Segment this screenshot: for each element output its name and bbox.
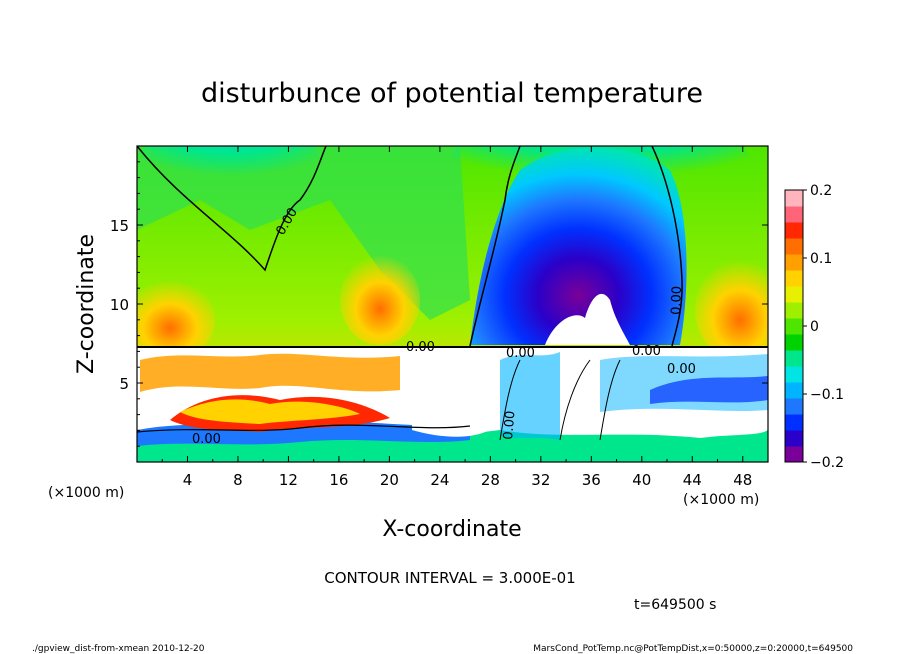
x-unit-left: (×1000 m) bbox=[48, 485, 124, 501]
footer-right: MarsCond_PotTemp.nc@PotTempDist,x=0:5000… bbox=[533, 644, 853, 654]
x-tick-label: 12 bbox=[279, 471, 298, 489]
colorbar-segment bbox=[785, 254, 803, 271]
colorbar-tick-label: 0.2 bbox=[810, 183, 832, 199]
zero-contour-5 bbox=[499, 359, 521, 441]
lower-yellow-patch bbox=[180, 399, 360, 424]
x-tick-label: 4 bbox=[183, 471, 193, 489]
x-tick-label: 16 bbox=[329, 471, 348, 489]
zero-contour-7 bbox=[599, 359, 621, 441]
zero-contour-2 bbox=[469, 146, 521, 347]
colorbar-segment bbox=[785, 302, 803, 319]
x-tick-label: 40 bbox=[632, 471, 651, 489]
x-tick-label: 48 bbox=[733, 471, 752, 489]
colorbar-segment bbox=[785, 398, 803, 415]
contour-label-7: 0.00 bbox=[192, 432, 221, 447]
y-tick-label: 10 bbox=[110, 296, 129, 314]
cyan-region-left bbox=[140, 146, 320, 200]
colorbar-segment bbox=[785, 318, 803, 335]
contour-label-4: 0.00 bbox=[632, 344, 661, 359]
zero-contour-6 bbox=[559, 359, 591, 441]
lower-orange-strip bbox=[140, 353, 400, 392]
colorbar-tick-label: −0.2 bbox=[810, 455, 844, 471]
colorbar-tick-label: 0.1 bbox=[810, 251, 832, 267]
y-tick-label: 5 bbox=[119, 375, 129, 393]
colorbar-tick-label: 0 bbox=[810, 319, 819, 335]
colorbar-segment bbox=[785, 446, 803, 463]
zero-contour-1 bbox=[137, 146, 327, 272]
x-tick-label: 32 bbox=[531, 471, 550, 489]
zero-contour-4 bbox=[137, 424, 471, 433]
colorbar-segment bbox=[785, 334, 803, 351]
x-tick-label: 28 bbox=[481, 471, 500, 489]
colorbar-segment bbox=[785, 238, 803, 255]
contour-label-6: 0.00 bbox=[669, 286, 685, 315]
warm-blob-2 bbox=[695, 260, 768, 360]
colorbar-segment bbox=[785, 222, 803, 239]
colorbar-segment bbox=[785, 350, 803, 367]
x-tick-label: 44 bbox=[683, 471, 702, 489]
cold-dome-core bbox=[545, 293, 630, 345]
warm-blob-1 bbox=[340, 255, 420, 345]
colorbar-segment bbox=[785, 206, 803, 223]
colorbar-ticks: 0.2 0.1 0 −0.1 −0.2 bbox=[803, 183, 844, 471]
lower-blue-right bbox=[650, 376, 768, 404]
x-unit-right: (×1000 m) bbox=[683, 492, 759, 508]
cold-dome bbox=[470, 147, 687, 345]
contour-label-8: 0.00 bbox=[501, 410, 518, 440]
contour-label-3: 0.00 bbox=[506, 346, 535, 361]
time-stamp: t=649500 s bbox=[634, 597, 716, 613]
zero-contour-3 bbox=[651, 146, 683, 347]
contour-labels: 0.00 0.00 0.00 0.00 0.00 0.00 0.00 0.00 bbox=[192, 205, 696, 447]
y-axis: 5 10 15 bbox=[110, 161, 768, 447]
x-tick-label: 36 bbox=[582, 471, 601, 489]
x-tick-label: 24 bbox=[430, 471, 449, 489]
heatmap-field bbox=[137, 146, 768, 462]
y-tick-label: 15 bbox=[110, 217, 129, 235]
colorbar-segment bbox=[785, 190, 803, 207]
x-axis: 4 8 12 16 20 24 28 32 36 40 44 48 bbox=[161, 146, 752, 489]
colorbar-segment bbox=[785, 286, 803, 303]
colorbar-segment bbox=[785, 414, 803, 431]
x-tick-label: 8 bbox=[233, 471, 243, 489]
lower-cyan-column bbox=[500, 352, 560, 440]
chart-title: disturbunce of potential temperature bbox=[201, 78, 703, 109]
colorbar bbox=[785, 190, 803, 463]
colorbar-segment bbox=[785, 366, 803, 383]
x-tick-label: 20 bbox=[380, 471, 399, 489]
warm-blob-3 bbox=[137, 280, 215, 360]
footer-left: ./gpview_dist-from-xmean 2010-12-20 bbox=[32, 644, 205, 654]
colorbar-segment bbox=[785, 430, 803, 447]
contour-interval: CONTOUR INTERVAL = 3.000E-01 bbox=[324, 569, 575, 587]
contour-label-2: 0.00 bbox=[406, 340, 435, 355]
colorbar-segment bbox=[785, 382, 803, 399]
x-axis-label: X-coordinate bbox=[382, 517, 521, 542]
contour-label-5: 0.00 bbox=[667, 362, 696, 377]
colorbar-segment bbox=[785, 270, 803, 287]
y-axis-label: Z-coordinate bbox=[74, 234, 99, 374]
colorbar-tick-label: −0.1 bbox=[810, 387, 844, 403]
